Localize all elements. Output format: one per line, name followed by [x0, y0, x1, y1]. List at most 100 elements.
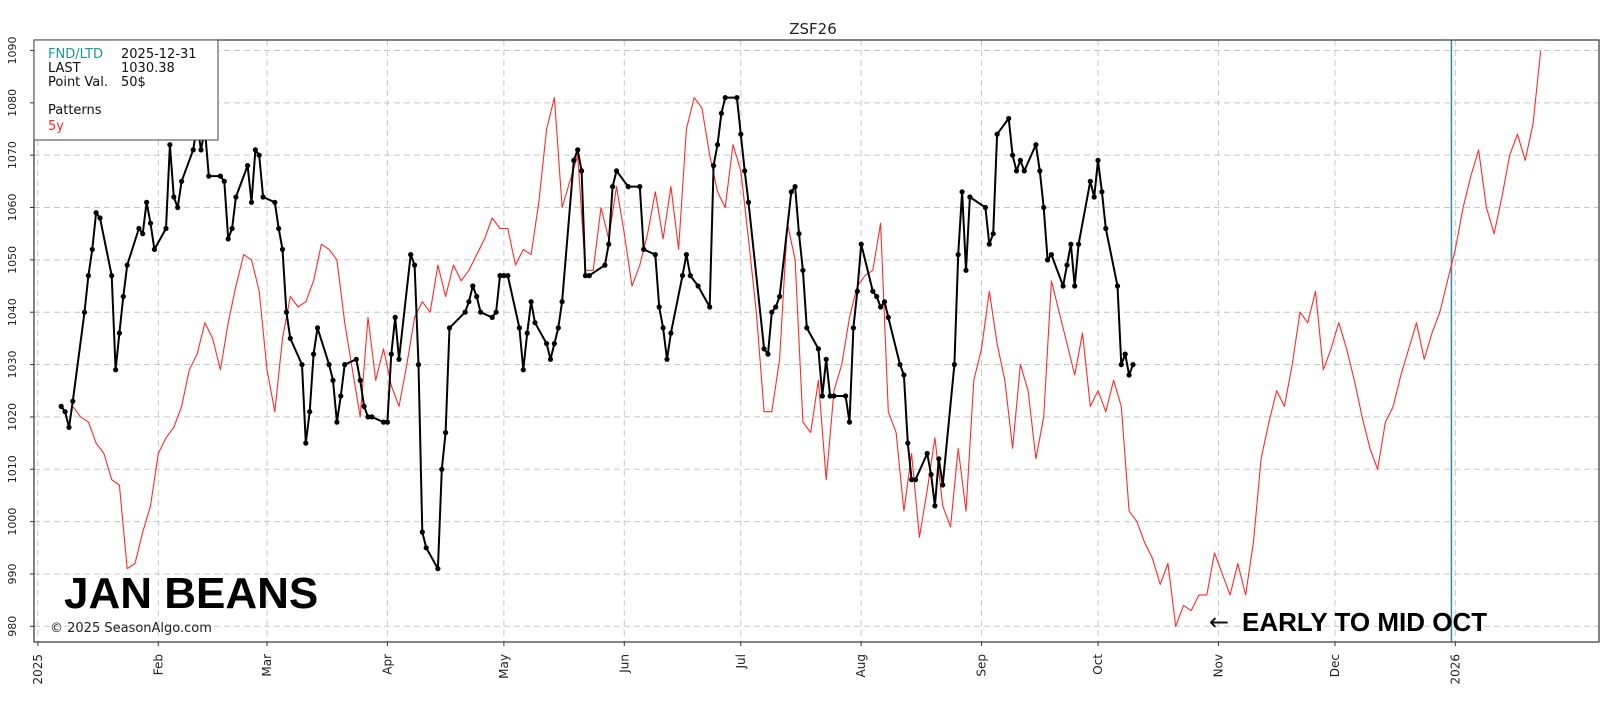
series-contract-point-179	[1068, 241, 1074, 247]
series-contract-point-160	[959, 189, 965, 195]
series-contract-point-146	[881, 299, 888, 305]
series-contract-point-76	[474, 293, 480, 300]
series-contract-point-188	[1118, 362, 1124, 368]
series-contract-point-17	[147, 220, 154, 226]
series-contract-point-99	[606, 241, 612, 247]
series-contract-point-78	[489, 314, 495, 320]
arrow-left-icon: ←	[1209, 608, 1229, 636]
series-contract-point-191	[1130, 362, 1136, 368]
series-contract-point-114	[707, 304, 713, 310]
series-contract-point-58	[369, 414, 375, 420]
series-contract-point-163	[982, 204, 989, 211]
info-last-label: LAST	[48, 61, 81, 76]
series-contract-point-177	[1060, 283, 1066, 289]
series-contract-point-189	[1122, 351, 1128, 357]
series-contract-point-108	[664, 356, 670, 362]
series-contract-point-186	[1103, 225, 1109, 232]
series-contract-point-120	[738, 131, 744, 137]
series-contract-point-190	[1126, 372, 1132, 378]
series-contract-point-129	[792, 184, 798, 190]
x-tick-label-Dec: Dec	[1328, 654, 1342, 677]
series-contract-point-112	[687, 273, 693, 279]
series-contract-point-176	[1048, 252, 1054, 258]
series-contract-point-0	[58, 403, 64, 409]
series-contract-point-12	[120, 293, 126, 300]
series-contract-point-80	[497, 273, 503, 279]
series-contract-point-140	[850, 325, 857, 331]
info-fnd-value: 2025-12-31	[121, 47, 197, 62]
series-contract-point-116	[714, 142, 721, 148]
copyright-text: © 2025 SeasonAlgo.com	[50, 621, 212, 636]
x-tick-label-Oct: Oct	[1091, 654, 1105, 675]
series-contract-point-22	[175, 204, 181, 211]
series-contract-point-70	[439, 466, 445, 472]
series-contract-point-124	[765, 351, 771, 357]
series-contract-point-32	[229, 225, 235, 232]
series-contract-point-85	[524, 330, 530, 336]
series-contract-point-167	[1006, 115, 1012, 122]
series-contract-point-60	[384, 419, 390, 425]
series-contract-point-175	[1045, 257, 1051, 263]
series-contract-point-3	[70, 398, 76, 404]
series-contract-point-65	[412, 262, 418, 268]
series-contract-point-125	[769, 309, 775, 315]
series-contract-point-115	[711, 163, 717, 169]
series-contract-point-96	[582, 273, 589, 279]
series-contract-point-37	[256, 152, 262, 158]
grid-lines	[34, 40, 1599, 642]
series-contract-point-180	[1072, 283, 1078, 289]
series-contract-point-94	[575, 147, 581, 153]
series-contract-point-81	[501, 273, 507, 279]
series-contract-point-47	[311, 351, 317, 357]
series-contract-point-136	[827, 393, 833, 399]
series-contract-point-117	[718, 110, 725, 116]
series-contract-point-111	[683, 252, 690, 258]
y-tick-label-1010: 1010	[6, 455, 19, 483]
series-contract-point-92	[559, 299, 565, 305]
series-contract-point-71	[443, 430, 449, 436]
y-tick-label-1000: 1000	[6, 508, 19, 536]
series-contract-point-62	[392, 314, 398, 320]
series-contract-point-35	[248, 199, 255, 205]
x-tick-label-Apr: Apr	[380, 654, 394, 675]
series-contract-point-55	[357, 377, 363, 383]
y-tick-label-980: 980	[6, 616, 19, 637]
legend-5y-label: 5y	[48, 119, 64, 134]
y-tick-label-1050: 1050	[6, 246, 19, 274]
series-contract-point-29	[217, 173, 223, 179]
series-contract-point-83	[516, 325, 523, 331]
series-contract-point-33	[233, 194, 239, 200]
series-contract-point-101	[613, 168, 620, 174]
series-contract-point-171	[1021, 168, 1027, 174]
series-contract-point-184	[1095, 157, 1101, 163]
y-tick-label-1070: 1070	[6, 141, 19, 169]
y-tick-label-1090: 1090	[6, 36, 19, 64]
series-contract-point-11	[116, 330, 122, 336]
series-contract-point-183	[1091, 194, 1097, 200]
series-contract-point-109	[668, 330, 674, 336]
x-tick-label-2025: 2025	[31, 654, 45, 685]
series-contract-point-59	[380, 419, 387, 425]
y-tick-label-1080: 1080	[6, 89, 19, 117]
series-contract-point-134	[819, 393, 825, 399]
series-contract-point-169	[1013, 168, 1020, 174]
series-contract-point-121	[742, 168, 748, 174]
y-tick-label-1040: 1040	[6, 298, 19, 326]
series-contract-point-18	[151, 246, 157, 252]
series-contract-point-148	[897, 362, 903, 368]
series-contract-point-46	[307, 409, 313, 415]
series-contract-point-13	[124, 262, 130, 268]
series-contract-point-10	[113, 367, 119, 373]
series-contract-point-128	[788, 189, 794, 195]
series-contract-point-143	[870, 288, 876, 294]
series-contract-point-145	[878, 304, 884, 310]
series-contract-point-44	[299, 362, 305, 368]
series-contract-point-182	[1087, 178, 1093, 184]
info-box: FND/LTD 2025-12-31 LAST 1030.38 Point Va…	[33, 39, 219, 141]
info-patterns-label: Patterns	[48, 103, 102, 118]
series-contract-point-23	[179, 178, 185, 184]
series-contract-point-24	[190, 147, 196, 153]
series-contract-point-118	[722, 95, 728, 101]
series-contract-point-107	[660, 325, 666, 331]
x-tick-label-Nov: Nov	[1211, 654, 1225, 677]
